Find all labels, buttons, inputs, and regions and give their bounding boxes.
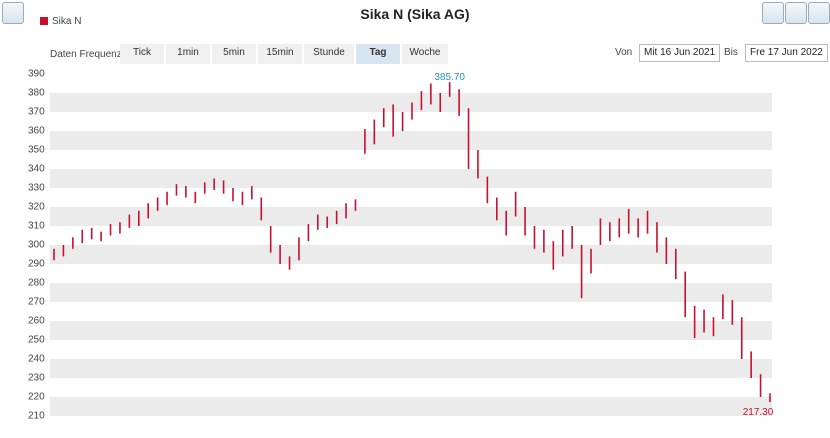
y-tick-label: 390	[28, 69, 45, 80]
y-tick-label: 320	[28, 202, 45, 213]
y-tick-label: 240	[28, 354, 45, 365]
grid-band	[50, 245, 772, 264]
from-date[interactable]: Mit 16 Jun 2021	[639, 44, 721, 62]
from-label: Von	[615, 47, 633, 58]
grid-band	[50, 169, 772, 188]
legend-swatch	[40, 17, 48, 25]
grid-band	[50, 359, 772, 378]
grid-band	[50, 397, 772, 416]
chart-title: Sika N (Sika AG)	[360, 6, 470, 22]
y-tick-label: 260	[28, 316, 45, 327]
y-tick-label: 360	[28, 126, 45, 137]
to-label: Bis	[724, 47, 738, 58]
grid-band	[50, 321, 772, 340]
y-tick-label: 230	[28, 373, 45, 384]
frequency-button[interactable]: Stunde	[304, 44, 354, 64]
frequency-button[interactable]: 1min	[166, 44, 210, 64]
y-tick-label: 210	[28, 411, 45, 422]
y-tick-label: 310	[28, 221, 45, 232]
print-button[interactable]	[762, 2, 784, 24]
grid-band	[50, 207, 772, 226]
download-button[interactable]	[785, 2, 807, 24]
y-tick-label: 280	[28, 278, 45, 289]
y-tick-label: 370	[28, 107, 45, 118]
to-date[interactable]: Fre 17 Jun 2022	[745, 44, 828, 62]
y-tick-label: 380	[28, 88, 45, 99]
frequency-button[interactable]: 5min	[212, 44, 256, 64]
legend-label: Sika N	[52, 16, 82, 27]
y-tick-label: 220	[28, 392, 45, 403]
y-tick-label: 250	[28, 335, 45, 346]
toolbar-label: Daten Frequenz	[50, 49, 122, 60]
frequency-button[interactable]: Tick	[120, 44, 164, 64]
edit-button[interactable]	[2, 2, 24, 24]
grid-band	[50, 131, 772, 150]
frequency-button[interactable]: Woche	[402, 44, 448, 64]
annotation: 385.70	[434, 72, 465, 83]
y-tick-label: 300	[28, 240, 45, 251]
grid-band	[50, 93, 772, 112]
y-tick-label: 330	[28, 183, 45, 194]
frequency-button[interactable]: 15min	[258, 44, 302, 64]
y-tick-label: 290	[28, 259, 45, 270]
grid-band	[50, 283, 772, 302]
y-tick-label: 350	[28, 145, 45, 156]
y-tick-label: 270	[28, 297, 45, 308]
frequency-button[interactable]: Tag	[356, 44, 400, 64]
annotation: 217.30	[743, 407, 774, 418]
y-tick-label: 340	[28, 164, 45, 175]
